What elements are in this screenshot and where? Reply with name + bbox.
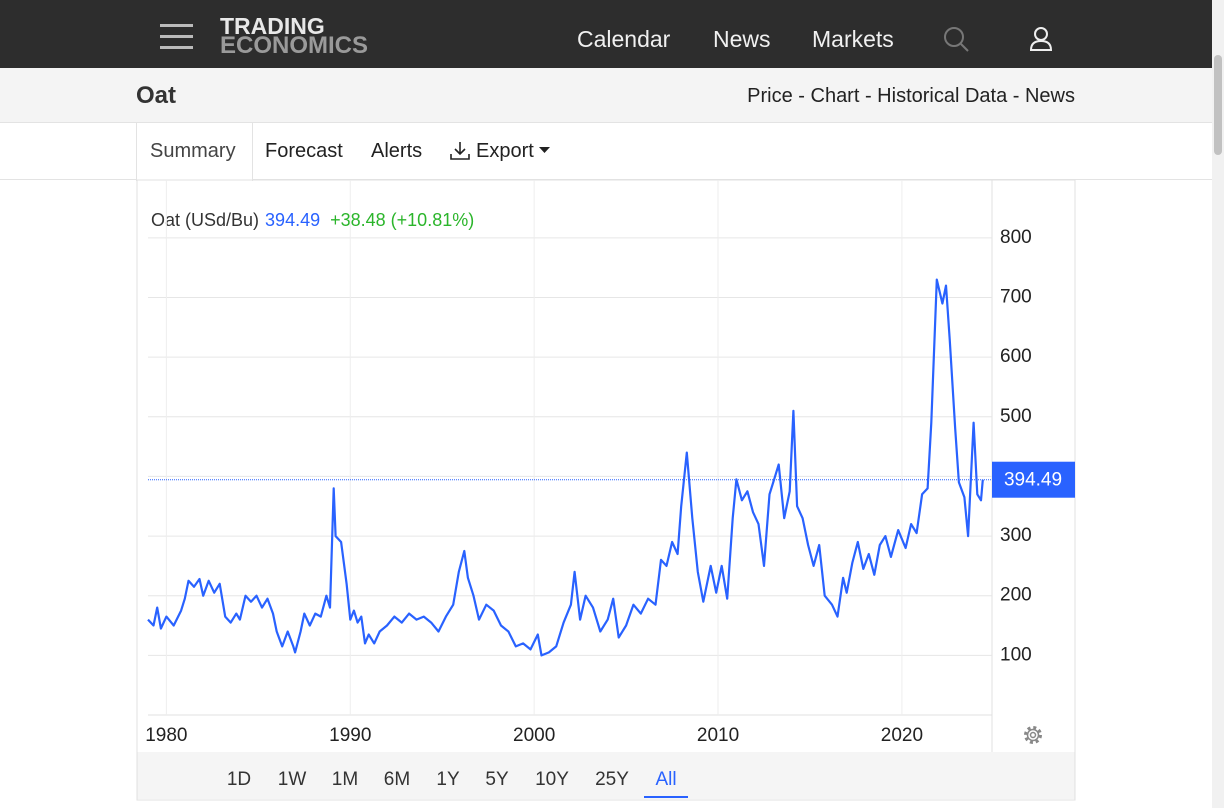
series-label: Oat (USd/Bu) (151, 210, 259, 230)
range-bar (137, 752, 1075, 799)
logo-line: ECONOMICS (220, 32, 369, 59)
logo-line: TRADING (220, 13, 325, 39)
price-line (147, 278, 984, 657)
nav-link[interactable]: Calendar (577, 26, 671, 52)
tab[interactable]: Export (476, 140, 534, 162)
x-tick-label: 2010 (697, 725, 739, 746)
user-icon[interactable] (1028, 26, 1054, 52)
scrollbar[interactable] (1212, 0, 1224, 808)
range-button[interactable]: 6M (384, 769, 410, 790)
range-button[interactable]: All (655, 769, 676, 790)
settings-icon[interactable] (1024, 726, 1042, 744)
y-tick-label: 600 (1000, 346, 1032, 367)
y-tick-label: 800 (1000, 227, 1032, 248)
last-value-box (992, 461, 1075, 498)
page-title: Oat (136, 82, 177, 109)
tab[interactable]: Alerts (371, 140, 423, 162)
x-tick-label: 2000 (513, 725, 555, 746)
x-tick-label: 1980 (145, 725, 187, 746)
y-tick-label: 700 (1000, 287, 1032, 308)
last-value-label: 394.49 (1004, 470, 1062, 491)
tab[interactable]: Forecast (265, 140, 343, 162)
top-nav: TRADING ECONOMICS Calendar News Markets (0, 0, 1212, 68)
range-button[interactable]: 10Y (535, 769, 569, 790)
x-tick-label: 1990 (329, 725, 371, 746)
change: +38.48 (+10.81%) (330, 210, 474, 230)
nav-link[interactable]: News (713, 26, 771, 52)
range-button[interactable]: 1W (278, 769, 307, 790)
nav-link[interactable]: Markets (812, 26, 894, 52)
header-links[interactable]: Price - Chart - Historical Data - News (747, 85, 1075, 107)
range-button[interactable]: 1D (227, 769, 251, 790)
logo[interactable]: TRADING ECONOMICS (220, 13, 369, 59)
subheader: Oat Price - Chart - Historical Data - Ne… (0, 68, 1212, 123)
caret (539, 147, 550, 153)
active-tab (136, 122, 253, 181)
search-icon[interactable] (942, 26, 972, 54)
y-tick-label: 500 (1000, 406, 1032, 427)
y-tick-label: 200 (1000, 585, 1032, 606)
range-button[interactable]: 1Y (436, 769, 460, 790)
x-tick-label: 2020 (881, 725, 923, 746)
tab[interactable]: Summary (150, 140, 236, 162)
chart-frame (136, 179, 1076, 801)
range-button[interactable]: 5Y (485, 769, 509, 790)
range-button[interactable]: 25Y (595, 769, 629, 790)
range-button[interactable]: 1M (332, 769, 358, 790)
y-tick-label: 300 (1000, 525, 1032, 546)
last-value: 394.49 (265, 210, 320, 230)
download-icon (450, 142, 470, 160)
y-tick-label: 100 (1000, 644, 1032, 665)
menu-icon[interactable] (160, 24, 193, 49)
